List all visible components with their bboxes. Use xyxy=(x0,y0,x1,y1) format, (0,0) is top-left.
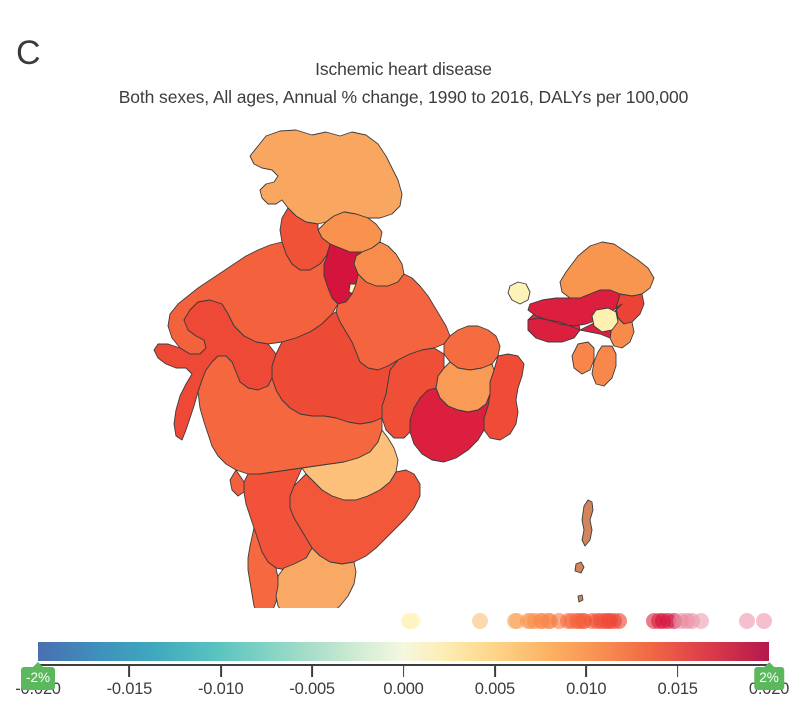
colorbar-tick-label: 0.015 xyxy=(657,680,698,698)
colorbar-scatter-dot xyxy=(611,613,628,629)
chart-title: Ischemic heart disease xyxy=(315,59,492,79)
colorbar-tick xyxy=(311,666,314,677)
title-block: Ischemic heart disease Both sexes, All a… xyxy=(0,58,807,109)
colorbar-tick-label: 0.010 xyxy=(566,680,607,698)
colorbar-scatter-dots xyxy=(0,606,807,636)
colorbar-badge-max: 2% xyxy=(754,662,784,690)
panel-label: C xyxy=(16,34,41,72)
state-assam-inlay[interactable] xyxy=(591,307,619,333)
colorbar-scatter-dot xyxy=(693,613,710,629)
colorbar-scatter-dot xyxy=(755,613,772,629)
colorbar-tick xyxy=(676,666,679,677)
chart-subtitle: Both sexes, All ages, Annual % change, 1… xyxy=(118,86,689,107)
colorbar-gradient xyxy=(38,642,769,661)
colorbar-scatter-dot xyxy=(404,613,421,629)
state-sikkim[interactable] xyxy=(507,281,531,305)
colorbar: -0.020-0.015-0.010-0.0050.0000.0050.0100… xyxy=(0,606,807,722)
state-andaman-and-nicobar-islands[interactable] xyxy=(574,499,596,608)
colorbar-tick xyxy=(402,666,405,677)
india-choropleth-map xyxy=(0,118,807,608)
colorbar-scatter-dot xyxy=(739,613,756,629)
colorbar-tick-label: -0.005 xyxy=(289,680,335,698)
state-shapes xyxy=(153,129,655,608)
colorbar-axis-line xyxy=(38,664,769,667)
state-tamil-nadu[interactable] xyxy=(275,547,357,608)
colorbar-tick-label: -0.010 xyxy=(197,680,244,698)
colorbar-badge-min: -2% xyxy=(20,662,56,690)
colorbar-tick-label: 0.000 xyxy=(383,680,424,698)
state-mizoram[interactable] xyxy=(591,345,617,387)
map-svg xyxy=(153,129,655,608)
colorbar-tick-label: -0.015 xyxy=(106,680,153,698)
colorbar-scatter-dot xyxy=(472,613,489,629)
state-bihar[interactable] xyxy=(443,325,501,371)
colorbar-tick xyxy=(219,666,222,677)
state-tripura[interactable] xyxy=(571,341,595,375)
state-goa[interactable] xyxy=(229,469,245,497)
state-jammu-and-kashmir[interactable] xyxy=(249,129,403,225)
colorbar-tick xyxy=(128,666,131,677)
colorbar-tick-label: 0.005 xyxy=(474,680,516,698)
state-kerala[interactable] xyxy=(247,527,279,608)
state-nagaland[interactable] xyxy=(615,293,645,325)
state-maharashtra[interactable] xyxy=(197,355,383,475)
colorbar-tick xyxy=(493,666,496,677)
colorbar-tick xyxy=(585,666,588,677)
